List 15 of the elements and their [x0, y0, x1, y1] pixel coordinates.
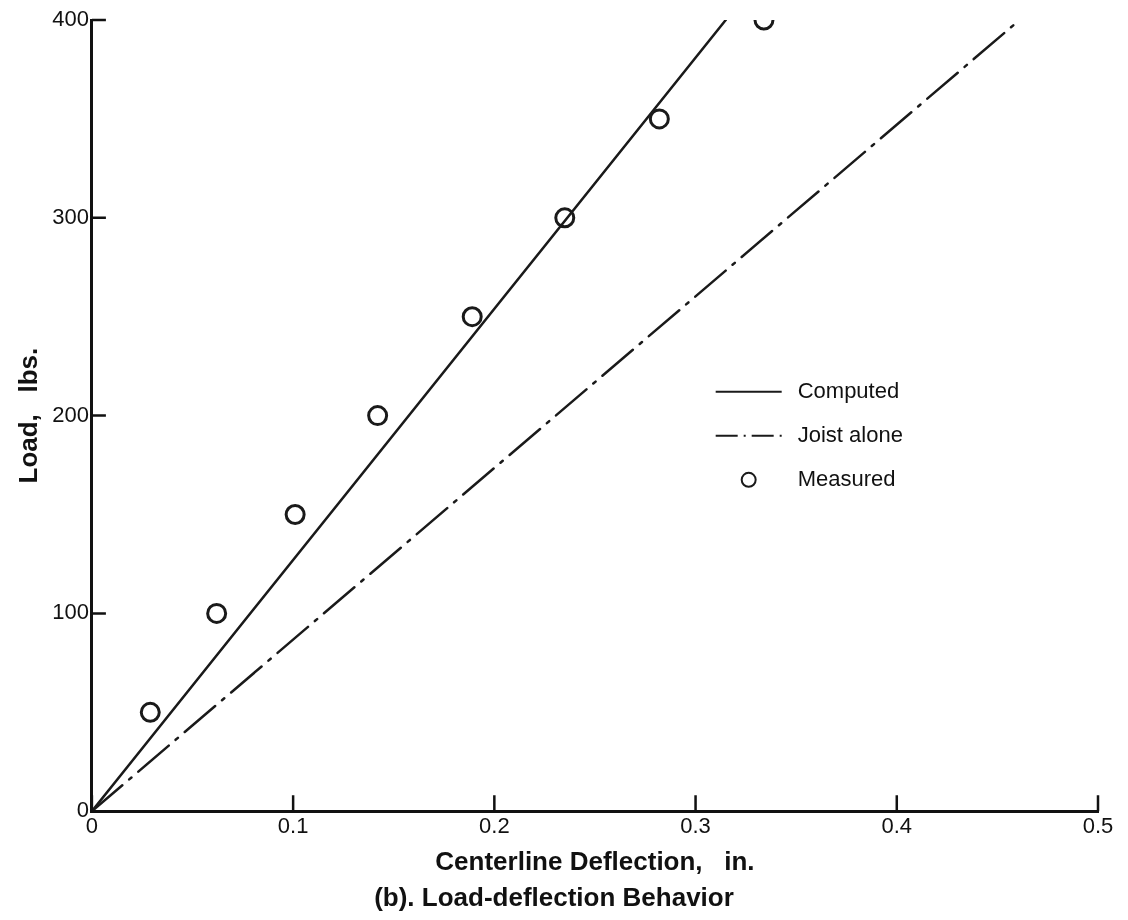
- y-tick-label: 400: [52, 6, 89, 32]
- x-axis-title: Centerline Deflection, in.: [435, 846, 755, 877]
- x-tick-label: 0.3: [680, 813, 711, 839]
- legend-label: Joist alone: [797, 421, 903, 447]
- legend-label: Measured: [797, 465, 896, 491]
- x-tick-label: 0.2: [479, 813, 510, 839]
- y-axis-title: Load, lbs.: [12, 347, 43, 484]
- text: (b). Load-deflection Behavior: [374, 881, 734, 912]
- x-tick-label: 0.5: [1082, 813, 1114, 839]
- x-tick-label: 0.4: [881, 813, 913, 839]
- y-tick-label: 100: [52, 599, 89, 625]
- y-tick-label: 300: [52, 203, 89, 229]
- legend-label: Computed: [797, 377, 900, 403]
- y-tick-label: 200: [52, 401, 89, 427]
- x-tick-label: 0.1: [277, 813, 309, 839]
